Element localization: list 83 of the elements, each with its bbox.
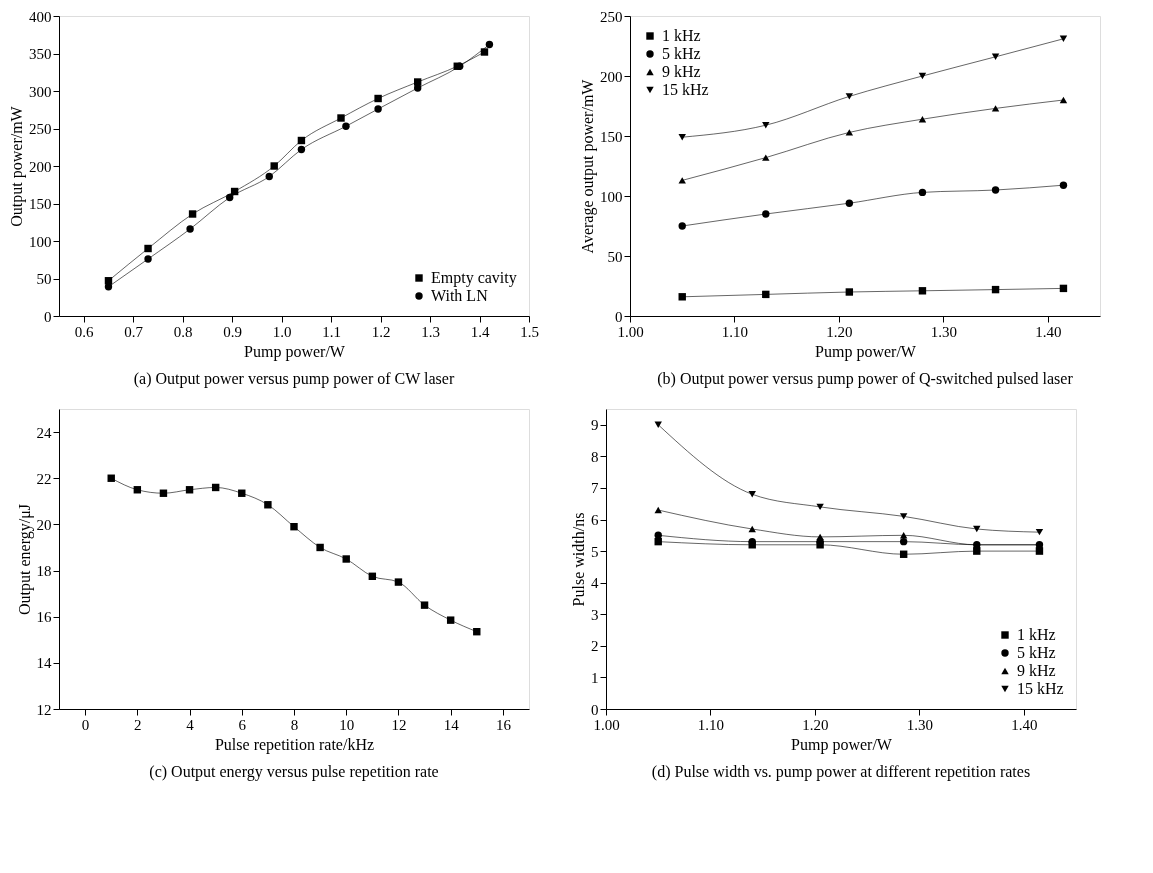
- x-tick-label: 8: [290, 716, 299, 733]
- text: (d) Pulse width vs. pump power at different repetition rates: [651, 763, 1031, 781]
- x-tick-label: 14: [443, 716, 460, 733]
- legend-label: With LN: [431, 287, 489, 304]
- y-tick-label: 0: [591, 701, 599, 718]
- y-tick-label: 50: [36, 271, 52, 287]
- legend-label: 5 kHz: [1017, 644, 1056, 661]
- x-tick-label: 4: [186, 716, 195, 733]
- x-tick-label: 1.10: [721, 323, 749, 340]
- x-tick-label: 0.7: [124, 323, 144, 340]
- x-tick-label: 1.40: [1035, 323, 1062, 340]
- x-tick-label: 0: [81, 716, 90, 733]
- y-axis-title: Pulse width/ns: [570, 512, 587, 607]
- legend-label: 15 kHz: [1017, 680, 1064, 697]
- x-tick-label: 6: [238, 716, 247, 733]
- y-tick-label: 350: [29, 46, 52, 62]
- y-axis-title: Output power/mW: [8, 105, 26, 227]
- x-tick-label: 1.1: [322, 323, 341, 340]
- y-tick-label: 50: [607, 248, 623, 265]
- x-tick-label: 0.8: [173, 323, 193, 340]
- legend-label: 15 kHz: [662, 81, 709, 98]
- x-axis-title: Pump power/W: [815, 342, 917, 361]
- y-tick-label: 22: [36, 470, 52, 487]
- y-tick-label: 1: [591, 669, 599, 686]
- y-tick-label: 200: [600, 68, 623, 85]
- x-tick-label: 16: [495, 716, 512, 733]
- y-tick-label: 7: [591, 480, 599, 497]
- y-tick-label: 20: [36, 516, 52, 533]
- legend-label: 5 kHz: [662, 45, 701, 62]
- x-tick-label: 1.4: [470, 323, 490, 340]
- text: (b) Output power versus pump power of Q-switched pulsed laser: [657, 370, 1074, 388]
- y-tick-label: 9: [591, 417, 599, 434]
- y-tick-label: 0: [44, 308, 52, 325]
- y-tick-label: 300: [29, 83, 52, 100]
- y-tick-label: 0: [615, 308, 623, 325]
- x-tick-label: 10: [339, 716, 355, 733]
- y-axis-title: Output energy/μJ: [15, 504, 34, 615]
- x-tick-label: 1.20: [826, 323, 853, 340]
- x-tick-label: 1.2: [371, 323, 391, 340]
- y-tick-label: 250: [29, 121, 52, 137]
- y-tick-label: 250: [600, 8, 623, 25]
- x-tick-label: 1.3: [421, 323, 440, 340]
- x-tick-label: 1.20: [802, 716, 829, 733]
- x-tick-label: 1.30: [930, 323, 957, 340]
- text: (a) Output power versus pump power of CW laser: [133, 370, 455, 388]
- x-tick-label: 1.40: [1011, 716, 1038, 733]
- text: (c) Output energy versus pulse repetition rate: [149, 763, 439, 781]
- y-tick-label: 100: [600, 188, 623, 205]
- legend-label: 1 kHz: [662, 27, 701, 44]
- y-tick-label: 150: [29, 196, 52, 212]
- legend-label: 9 kHz: [662, 63, 701, 80]
- y-tick-label: 6: [591, 512, 599, 529]
- x-tick-label: 1.00: [617, 323, 644, 340]
- x-tick-label: 1.30: [906, 716, 933, 733]
- y-tick-label: 12: [36, 701, 52, 718]
- y-tick-label: 150: [600, 128, 623, 145]
- y-tick-label: 3: [591, 606, 599, 623]
- y-tick-label: 18: [36, 563, 52, 580]
- x-tick-label: 2: [134, 716, 142, 733]
- x-tick-label: 1.00: [593, 716, 620, 733]
- x-tick-label: 0.6: [74, 323, 95, 340]
- y-tick-label: 2: [591, 638, 599, 655]
- x-tick-label: 1.5: [520, 323, 539, 340]
- y-tick-label: 400: [29, 8, 52, 25]
- x-axis-title: Pump power/W: [244, 342, 346, 361]
- x-tick-label: 1.0: [272, 323, 292, 340]
- x-tick-label: 0.9: [223, 323, 243, 340]
- y-tick-label: 200: [29, 158, 52, 175]
- legend-label: 9 kHz: [1017, 662, 1056, 679]
- y-tick-label: 16: [36, 609, 52, 626]
- x-axis-title: Pump power/W: [791, 735, 893, 754]
- y-tick-label: 100: [29, 233, 52, 250]
- x-axis-title: Pulse repetition rate/kHz: [214, 735, 375, 754]
- y-tick-label: 5: [591, 543, 599, 560]
- x-tick-label: 12: [391, 716, 407, 733]
- y-tick-label: 8: [591, 448, 599, 465]
- legend-label: Empty cavity: [431, 269, 517, 287]
- y-tick-label: 4: [591, 575, 599, 592]
- y-tick-label: 24: [36, 424, 52, 441]
- y-axis-title: Average output power/mW: [579, 78, 597, 254]
- y-tick-label: 14: [36, 655, 52, 672]
- x-tick-label: 1.10: [697, 716, 725, 733]
- legend-label: 1 kHz: [1017, 626, 1056, 643]
